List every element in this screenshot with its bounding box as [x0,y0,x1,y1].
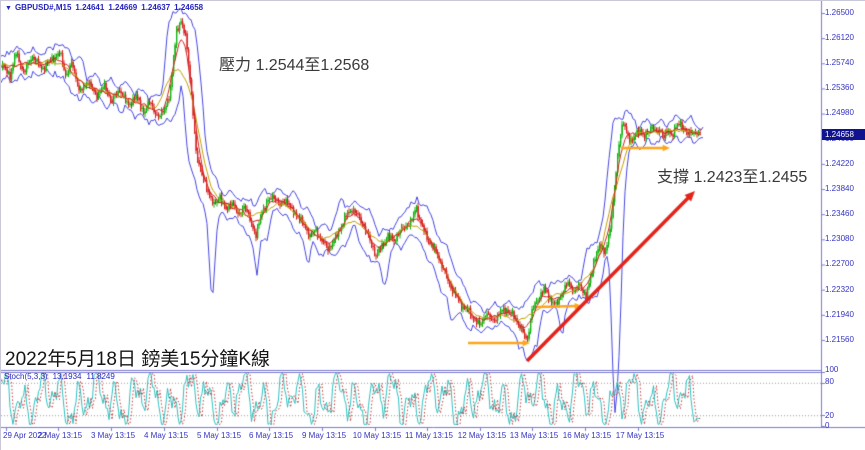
ohlc-close: 1.24658 [174,3,204,12]
price-axis-label: 1.22320 [825,285,854,294]
price-axis-label: 1.25740 [825,58,854,67]
price-axis-label: 1.23080 [825,234,854,243]
time-axis-label: 29 Apr 2022 [3,431,47,440]
support-annotation: 支撐 1.2423至1.2455 [657,169,808,186]
ohlc-low: 1.24637 [141,3,171,12]
time-axis-label: 16 May 13:15 [562,431,612,440]
price-axis-label: 1.23460 [825,209,854,218]
price-axis-label: 1.26120 [825,33,854,42]
time-axis-label: 6 May 13:15 [248,431,294,440]
time-axis-label: 11 May 13:15 [405,431,453,440]
stoch-scale-label: 100 [825,365,839,374]
time-axis-label: 5 May 13:15 [196,431,242,440]
symbol-dropdown-icon[interactable]: ▼ [5,5,12,12]
time-axis-label: 13 May 13:15 [509,431,559,440]
resistance-annotation: 壓力 1.2544至1.2568 [219,57,370,74]
current-price-tag: 1.24658 [822,129,865,140]
stoch-main-value: 13.1934 [52,372,82,381]
time-axis-label: 9 May 13:15 [301,431,347,440]
time-axis-label: 2 May 13:15 [37,431,83,440]
time-axis-label: 4 May 13:15 [143,431,189,440]
time-axis-label: 12 May 13:15 [457,431,507,440]
chart-title-bar: ▼ GBPUSD#,M15 1.24641 1.24669 1.24637 1.24658 [5,3,207,12]
time-axis-label: 17 May 13:15 [615,431,665,440]
time-axis-label: 10 May 13:15 [352,431,402,440]
stoch-indicator-label: Stoch(5,3,3) 13.1934 11.8249 [4,372,120,381]
price-axis-label: 1.24220 [825,159,854,168]
stoch-name: Stoch(5,3,3) [4,372,48,381]
ohlc-open: 1.24641 [75,3,105,12]
price-axis-label: 1.23840 [825,184,854,193]
price-axis-label: 1.22700 [825,259,854,268]
stoch-signal-value: 11.8249 [86,372,115,381]
price-axis-label: 1.24980 [825,108,854,117]
stoch-scale-label: 0 [825,421,830,430]
price-axis-label: 1.21560 [825,335,854,344]
chart-caption: 2022年5月18日 鎊美15分鐘K線 [5,349,271,370]
stoch-scale-label: 20 [825,411,834,420]
symbol-period-label[interactable]: GBPUSD#,M15 [14,3,72,12]
ohlc-high: 1.24669 [108,3,138,12]
stoch-scale-label: 80 [825,377,834,386]
time-axis-label: 3 May 13:15 [90,431,136,440]
price-axis-label: 1.25360 [825,83,854,92]
price-axis-label: 1.26500 [825,8,854,17]
price-axis-label: 1.21940 [825,310,854,319]
